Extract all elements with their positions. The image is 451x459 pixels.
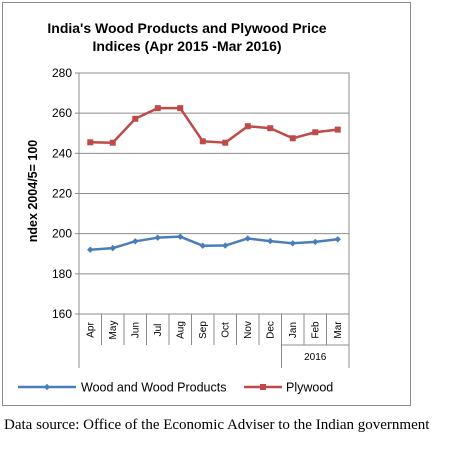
data-point (87, 139, 94, 146)
line-chart: India's Wood Products and Plywood Price … (18, 20, 350, 395)
y-tick-label: 180 (52, 267, 72, 281)
data-point (312, 238, 319, 246)
x-tick-label: Jan (288, 322, 299, 338)
gridlines (78, 72, 350, 315)
data-point (132, 238, 139, 245)
legend-label-1: Plywood (286, 381, 333, 395)
x-tick-label: Jul (153, 324, 164, 337)
data-point (222, 242, 229, 249)
x-tick-label: Oct (220, 322, 231, 338)
x-tick-label: Apr (85, 322, 96, 338)
y-tick-label: 200 (52, 227, 72, 241)
legend-label-0: Wood and Wood Products (81, 381, 226, 395)
data-point (222, 139, 229, 146)
data-point (244, 235, 251, 242)
data-point (334, 236, 341, 243)
data-point (267, 237, 274, 245)
data-point (109, 244, 116, 252)
data-point (132, 115, 139, 122)
x-year-label: 2016 (304, 352, 327, 363)
data-point (267, 125, 274, 132)
data-point (87, 246, 94, 253)
data-point (154, 105, 161, 112)
data-point (109, 139, 116, 146)
data-point (334, 126, 341, 133)
chart-title-line-2: Indices (Apr 2015 -Mar 2016) (92, 38, 281, 54)
x-tick-label: Jun (130, 322, 141, 338)
series-lines (87, 105, 341, 253)
x-tick-label: Feb (310, 321, 321, 339)
x-tick-label: Dec (265, 321, 276, 339)
x-tick-label: Aug (175, 321, 186, 339)
y-tick-label: 160 (52, 307, 72, 321)
y-tick-label: 220 (52, 187, 72, 201)
legend-marker-1 (260, 384, 266, 390)
data-source-caption: Data source: Office of the Economic Advi… (4, 417, 430, 433)
data-point (177, 105, 184, 112)
legend: Wood and Wood Products Plywood (18, 381, 333, 395)
x-tick-label: Mar (333, 321, 344, 339)
data-point (199, 242, 206, 249)
data-point (312, 129, 319, 136)
data-point (154, 234, 161, 241)
series-line-0 (90, 235, 338, 251)
data-point (199, 138, 206, 145)
data-point (244, 123, 251, 130)
y-tick-label: 280 (52, 66, 72, 80)
data-point (289, 135, 296, 142)
x-tick-label: Sep (198, 321, 209, 339)
legend-marker-0 (43, 383, 51, 391)
x-tick-label: Nov (243, 321, 254, 339)
series-line-1 (90, 106, 338, 144)
data-point (177, 233, 184, 240)
y-tick-label: 240 (52, 146, 72, 160)
chart-title-line-1: India's Wood Products and Plywood Price (47, 20, 326, 36)
x-tick-label: May (108, 321, 119, 340)
y-tick-label: 260 (52, 106, 72, 120)
data-point (289, 240, 296, 247)
y-axis-label: ndex 2004/5= 100 (26, 140, 40, 243)
axes: 160 180 200 220 240 260 280 Apr May Jun Jul Aug Sep O… (52, 66, 350, 368)
